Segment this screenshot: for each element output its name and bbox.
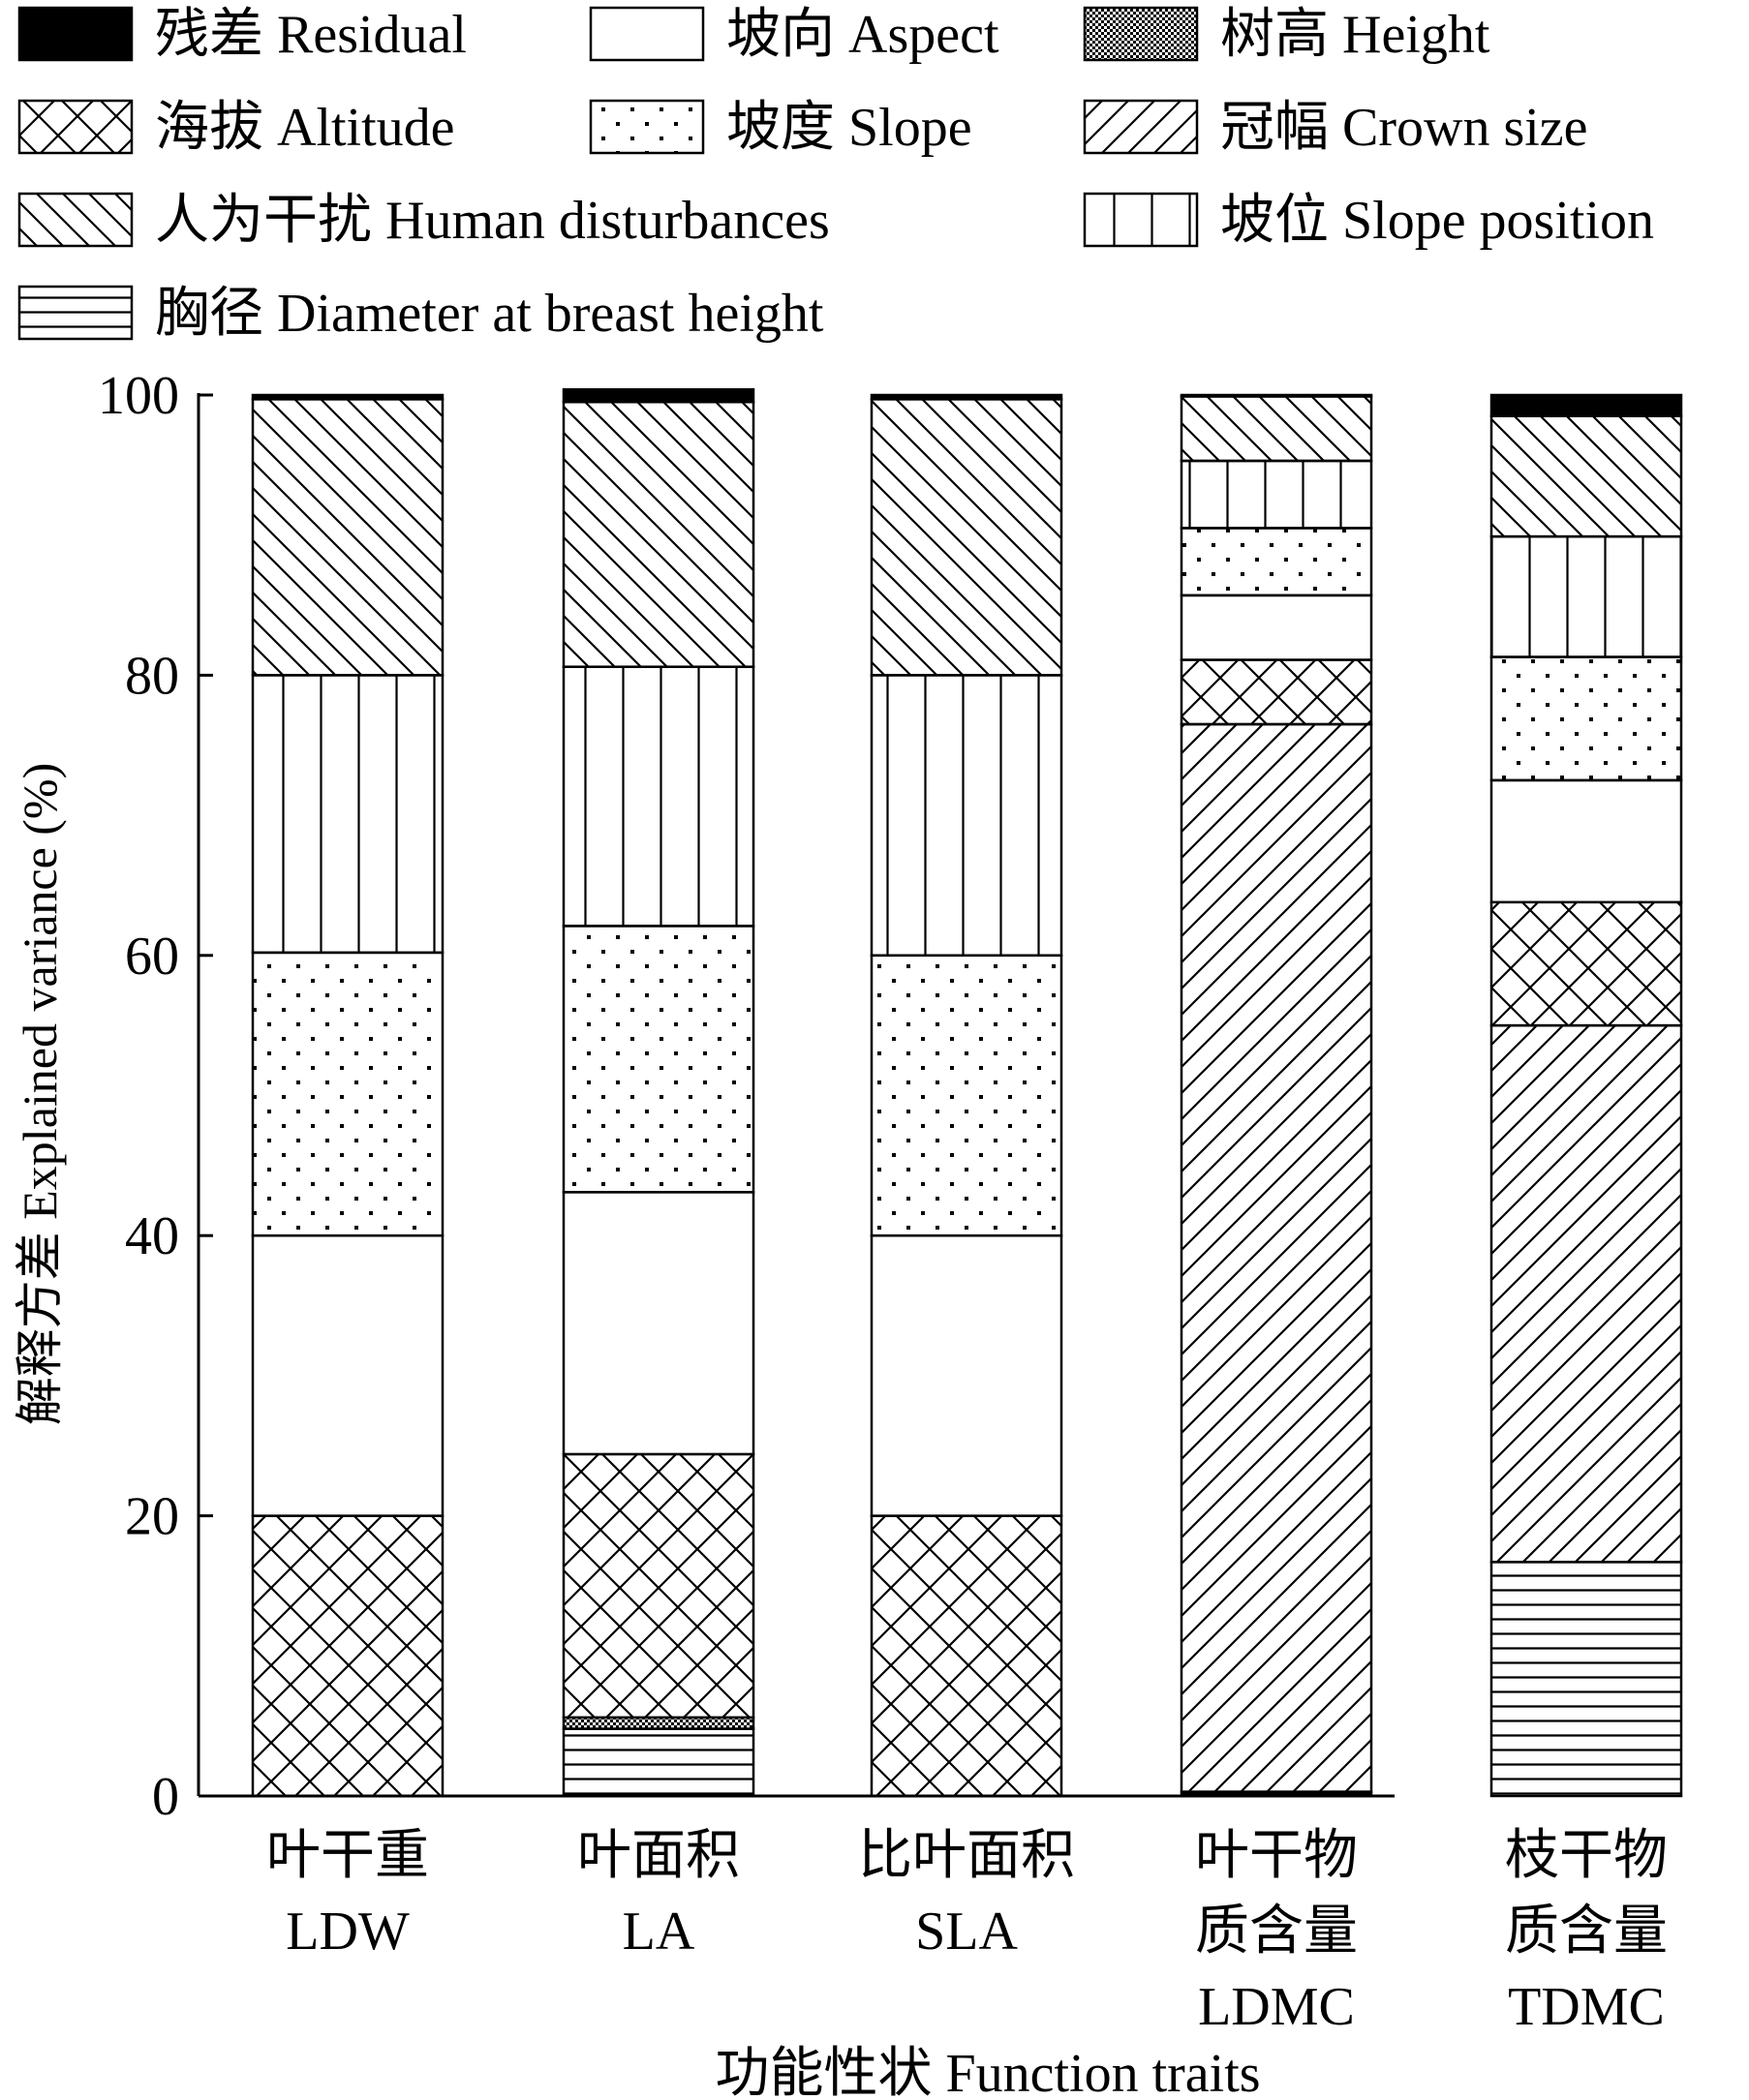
y-tick-label: 20: [125, 1487, 179, 1547]
bar-segment-dbh: [1489, 1561, 1683, 1798]
bar-SLA: 比叶面积 SLA: [858, 393, 1075, 1962]
legend-item-altitude: 海拔 Altitude: [17, 98, 455, 158]
bar-segment-aspect: [1489, 778, 1683, 904]
bar-segment-human: [562, 400, 755, 668]
bar-segment-slopepos: [1489, 534, 1683, 658]
bar-segment-human: [1489, 414, 1683, 538]
bar-segment-altitude: [1489, 900, 1683, 1027]
x-tick-label: 叶干物: [1195, 1826, 1358, 1886]
x-tick-label: 比叶面积: [858, 1826, 1075, 1886]
legend-swatch: [1083, 99, 1199, 155]
bar-segment-residual: [562, 387, 755, 404]
bar-segment-slope: [870, 954, 1063, 1237]
bar-LDW: 叶干重 LDW: [251, 393, 445, 1962]
legend-label: 人为干扰 Human disturbances: [155, 191, 830, 251]
legend: 残差 Residual 坡向 Aspect 树高 Height 海拔 Altitude…: [17, 5, 1654, 344]
legend-item-crown: 冠幅 Crown size: [1083, 98, 1588, 158]
bar-segment-slopepos: [251, 674, 445, 955]
legend-label: 胸径 Diameter at breast height: [155, 284, 824, 344]
legend-label: 冠幅 Crown size: [1220, 98, 1588, 158]
bar-segment-aspect: [1180, 593, 1373, 661]
bar-LA: 叶面积 LA: [562, 387, 755, 1962]
legend-swatch: [589, 99, 705, 155]
bar-segment-crown: [1180, 722, 1373, 1793]
bar-segment-aspect: [251, 1233, 445, 1517]
bar-segment-height: [562, 1716, 755, 1730]
bar-segment-altitude: [251, 1514, 445, 1798]
legend-swatch: [1083, 192, 1199, 248]
legend-item-height: 树高 Height: [1083, 5, 1490, 65]
bar-segment-slope: [562, 925, 755, 1194]
legend-item-dbh: 胸径 Diameter at breast height: [17, 284, 824, 344]
legend-item-slopepos: 坡位 Slope position: [1083, 191, 1654, 251]
bar-segment-slope: [1180, 527, 1373, 597]
bar-segment-residual: [251, 393, 445, 401]
legend-label: 坡位 Slope position: [1220, 191, 1654, 251]
legend-label: 坡度 Slope: [726, 98, 972, 158]
y-tick-label: 80: [125, 646, 179, 706]
x-tick-label: 质含量: [1195, 1902, 1358, 1962]
bar-segment-altitude: [562, 1452, 755, 1720]
bar-segment-aspect: [562, 1191, 755, 1456]
y-tick-label: 60: [125, 927, 179, 987]
y-tick-label: 100: [98, 366, 179, 426]
y-tick-label: 0: [152, 1767, 179, 1827]
legend-label: 坡向 Aspect: [726, 5, 999, 65]
bar-segment-crown: [1489, 1023, 1683, 1564]
legend-label: 树高 Height: [1220, 5, 1490, 65]
axes: 0 20 40 60 80 100: [98, 366, 1395, 1827]
legend-swatch: [17, 285, 134, 341]
legend-label: 海拔 Altitude: [155, 98, 455, 158]
legend-swatch: [589, 6, 705, 62]
bar-segment-residual: [1180, 393, 1373, 398]
x-tick-label: TDMC: [1508, 1977, 1665, 2037]
legend-label: 残差 Residual: [155, 5, 467, 65]
legend-item-human: 人为干扰 Human disturbances: [17, 191, 830, 251]
legend-swatch: [17, 192, 134, 248]
bar-segment-altitude: [870, 1514, 1063, 1798]
bar-segment-dbh: [562, 1727, 755, 1798]
legend-swatch: [17, 99, 134, 155]
y-axis-label: 解释方差 Explained variance (%): [13, 763, 67, 1425]
x-tick-label: LDW: [286, 1902, 410, 1962]
bar-segment-slopepos: [1180, 459, 1373, 530]
bar-segment-human: [1180, 395, 1373, 463]
legend-swatch: [1083, 6, 1199, 62]
legend-swatch: [17, 6, 134, 62]
x-tick-label: 叶面积: [577, 1826, 740, 1886]
bar-segment-slope: [1489, 655, 1683, 782]
legend-item-slope: 坡度 Slope: [589, 98, 972, 158]
x-tick-label: 枝干物: [1505, 1826, 1668, 1886]
x-tick-label: 质含量: [1505, 1902, 1668, 1962]
bar-segment-slopepos: [870, 674, 1063, 958]
x-axis-label: 功能性状 Function traits: [715, 2044, 1260, 2100]
bar-segment-slopepos: [562, 665, 755, 928]
bar-segment-human: [870, 398, 1063, 677]
bar-segment-human: [251, 398, 445, 677]
x-tick-label: 叶干重: [266, 1826, 429, 1886]
x-tick-label: LA: [623, 1902, 695, 1962]
x-tick-label: SLA: [915, 1902, 1018, 1962]
bar-segment-aspect: [870, 1233, 1063, 1517]
bar-segment-slope: [251, 951, 445, 1237]
x-tick-label: LDMC: [1198, 1977, 1355, 2037]
bar-segment-residual: [1489, 393, 1683, 417]
legend-item-aspect: 坡向 Aspect: [589, 5, 999, 65]
y-tick-label: 40: [125, 1206, 179, 1266]
bar-segment-altitude: [1180, 658, 1373, 726]
legend-item-residual: 残差 Residual: [17, 5, 467, 65]
bar-segment-residual: [870, 393, 1063, 401]
